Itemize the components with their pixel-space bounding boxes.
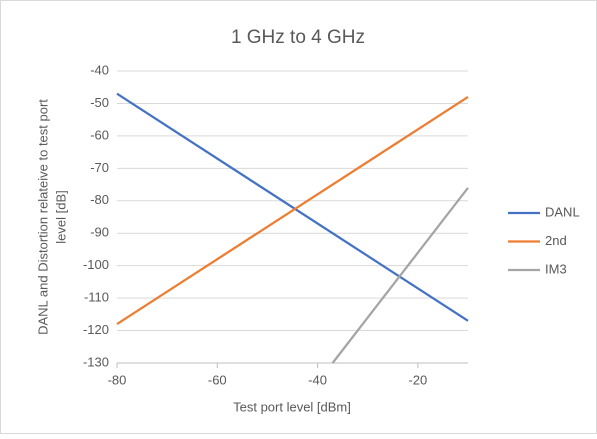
y-tick-label: -80 [90,192,109,207]
y-axis-label: DANL and Distortion relateive to test po… [35,99,50,335]
y-tick-label: -50 [90,95,109,110]
legend-label: 2nd [545,233,567,248]
legend-label: DANL [545,204,580,219]
data-line [116,96,469,326]
y-tick-label: -70 [90,160,109,175]
x-tick-label: -20 [408,372,427,387]
chart-title: 1 GHz to 4 GHz [231,27,365,48]
y-tick-label: -90 [90,225,109,240]
x-tick-label: -40 [308,372,327,387]
y-axis-label: level [dB] [53,190,68,243]
y-tick-label: -40 [90,62,109,77]
x-axis-label: Test port level [dBm] [233,399,351,414]
x-tick-label: -60 [208,372,227,387]
y-tick-label: -120 [83,322,109,337]
y-tick-label: -110 [84,290,109,305]
legend-label: IM3 [545,261,567,276]
y-tick-label: -130 [83,354,109,369]
y-tick-label: -100 [83,257,109,272]
y-tick-label: -60 [90,127,109,142]
data-line [331,187,469,364]
x-tick-label: -80 [108,372,127,387]
data-line [116,92,469,322]
